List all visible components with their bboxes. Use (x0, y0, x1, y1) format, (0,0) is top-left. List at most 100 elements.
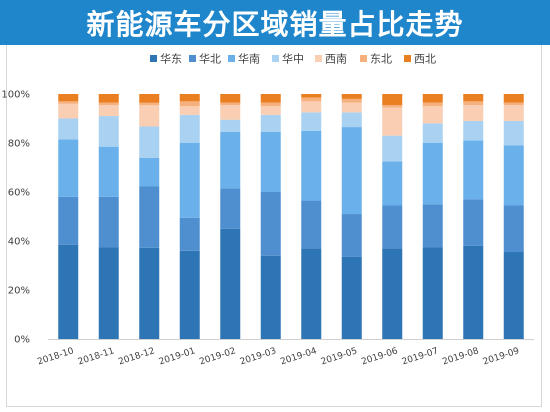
bar-segment (260, 114, 281, 132)
bar-segment (98, 116, 119, 147)
bar-stack (260, 94, 281, 339)
bar-segment (220, 105, 241, 120)
bar-segment (503, 205, 524, 253)
bar-segment (341, 112, 362, 128)
bar-stack (179, 94, 200, 339)
bar-segment (220, 119, 241, 132)
legend-swatch (228, 55, 235, 62)
bar-stack (463, 94, 484, 339)
legend-item: 华中 (272, 52, 304, 66)
bar-segment (341, 94, 362, 99)
bar-segment (503, 105, 524, 121)
bar-segment (503, 94, 524, 103)
x-tick-label: 2018-12 (117, 346, 156, 367)
bar-segment (422, 106, 443, 124)
legend-swatch (315, 55, 322, 62)
bar-segment (382, 105, 403, 108)
chart-legend: 华东 华北 华南 华中 西南 东北 西北 (150, 52, 436, 66)
bar-stack (98, 94, 119, 339)
bar-segment (139, 126, 160, 158)
bar-segment (139, 102, 160, 106)
bar-segment (341, 102, 362, 113)
bar-segment (301, 200, 322, 249)
bar-segment (382, 248, 403, 339)
y-tick-label: 80% (8, 139, 30, 150)
bar-segment (98, 247, 119, 339)
legend-item: 西南 (315, 53, 347, 66)
bar-segment (260, 131, 281, 192)
bar-segment (58, 101, 79, 104)
bar-segment (179, 114, 200, 143)
chart-frame (6, 45, 542, 407)
bar-segment (422, 102, 443, 107)
bar-segment (422, 123, 443, 143)
bar-segment (382, 161, 403, 206)
bar-segment (463, 120, 484, 141)
bar-segment (503, 252, 524, 339)
bar-segment (98, 196, 119, 248)
legend-label: 西北 (414, 53, 436, 66)
bar-segment (341, 214, 362, 257)
y-tick-label: 20% (8, 286, 30, 297)
bar-segment (341, 127, 362, 215)
bar-segment (179, 101, 200, 107)
bar-segment (422, 204, 443, 248)
bar-segment (382, 107, 403, 136)
bar-segment (260, 192, 281, 256)
y-tick-label: 40% (8, 237, 30, 248)
bar-segment (260, 94, 281, 103)
bar-segment (98, 105, 119, 117)
legend-label: 东北 (370, 53, 392, 66)
bar-segment (179, 106, 200, 115)
bar-segment (220, 94, 241, 103)
bar-segment (422, 143, 443, 205)
chart-title: 新能源车分区域销量占比走势 (86, 7, 464, 41)
bar-segment (58, 244, 79, 339)
bar-segment (382, 205, 403, 249)
bar-segment (260, 106, 281, 115)
bar-segment (422, 247, 443, 339)
legend-item: 西北 (404, 53, 436, 66)
x-tick-label: 2019-05 (320, 346, 359, 367)
x-tick-label: 2019-08 (441, 346, 480, 367)
y-tick-label: 60% (8, 188, 30, 199)
bar-segment (422, 94, 443, 103)
legend-label: 华南 (238, 52, 260, 66)
bar-stack (503, 94, 524, 339)
bar-segment (301, 112, 322, 131)
bar-segment (139, 94, 160, 103)
legend-item: 华北 (189, 52, 221, 66)
x-tick-label: 2019-07 (401, 346, 440, 367)
bar-segment (58, 103, 79, 119)
bar-segment (58, 118, 79, 140)
bar-segment (301, 101, 322, 113)
bar-segment (98, 102, 119, 106)
bar-segment (463, 245, 484, 339)
bar-segment (382, 94, 403, 106)
legend-label: 华北 (199, 52, 221, 66)
x-tick-label: 2019-09 (482, 346, 521, 367)
bar-segment (139, 186, 160, 248)
bar-segment (179, 250, 200, 339)
bar-stack (58, 94, 79, 339)
bar-segment (463, 199, 484, 246)
legend-item: 东北 (360, 53, 392, 66)
legend-item: 华南 (228, 52, 260, 66)
bar-segment (58, 196, 79, 245)
bar-segment (503, 102, 524, 106)
bar-segment (179, 143, 200, 218)
bar-segment (463, 94, 484, 102)
legend-label: 华东 (160, 52, 182, 66)
bar-segment (139, 157, 160, 187)
x-axis: 2018-10 2018-11 2018-12 2019-01 2019-02 2019-… (36, 339, 534, 367)
bar-segment (503, 145, 524, 206)
legend-item: 华东 (150, 52, 182, 66)
bar-segment (503, 120, 524, 146)
bar-stack (422, 94, 443, 339)
x-tick-label: 2019-03 (239, 346, 278, 367)
bar-segment (220, 228, 241, 339)
bar-stack (139, 94, 160, 339)
bar-segment (220, 188, 241, 229)
legend-label: 西南 (325, 53, 347, 66)
